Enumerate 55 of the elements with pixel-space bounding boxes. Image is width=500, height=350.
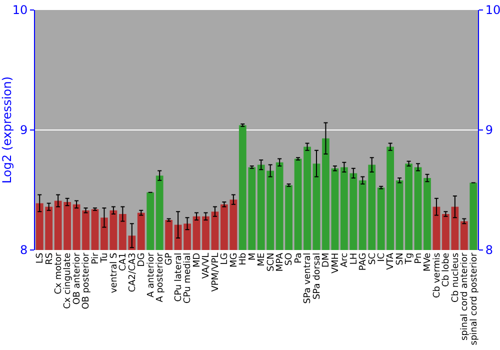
x-tick-label: CPu lateral bbox=[174, 252, 184, 302]
x-tick-label: LH bbox=[349, 252, 360, 265]
x-tick-label: PAG bbox=[358, 252, 369, 271]
y2-tick-label: 10 bbox=[485, 3, 500, 18]
x-tick-label: SCN bbox=[266, 252, 276, 272]
x-tick-label: spinal cord posterior bbox=[469, 252, 480, 346]
x-tick-label: RS bbox=[44, 252, 55, 265]
x-tick-label: VPM/VPL bbox=[210, 252, 221, 292]
x-tick-label: OB posterior bbox=[82, 252, 92, 310]
x-tick-label: A anterior bbox=[146, 252, 156, 298]
x-tick-label: Tu bbox=[100, 252, 110, 264]
x-tick-label: SPa dorsal bbox=[312, 252, 322, 300]
x-tick-label: SC bbox=[368, 252, 378, 265]
x-tick-label: Cx motor bbox=[54, 252, 64, 294]
y-tick-label: 8 bbox=[20, 243, 28, 258]
x-tick-label: MG bbox=[229, 252, 240, 268]
x-tick-label: DM bbox=[322, 252, 332, 268]
y2-tick-label: 9 bbox=[485, 123, 494, 138]
y-axis-title: Log2 (expression) bbox=[0, 76, 14, 184]
x-tick-label: CPu medial bbox=[183, 252, 194, 304]
x-tick-label: ME bbox=[257, 252, 268, 266]
x-tick-label: VA/VL bbox=[202, 252, 212, 279]
x-tick-label: Pn bbox=[414, 252, 424, 264]
x-tick-label: Hb bbox=[238, 252, 249, 266]
x-tick-label: VTA bbox=[386, 252, 396, 270]
x-tick-label: Tg bbox=[404, 252, 415, 266]
x-tick-label: SN bbox=[395, 252, 406, 266]
x-tick-label: IC bbox=[377, 252, 388, 262]
x-tick-label: MPA bbox=[275, 252, 286, 272]
x-tick-label: CA2/CA3 bbox=[128, 252, 138, 292]
x-tick-label: Cb nucleus bbox=[450, 252, 461, 302]
x-tick-label: SPa ventral bbox=[303, 252, 314, 304]
x-tick-label: Arc bbox=[340, 252, 350, 268]
x-tick-label: OB anterior bbox=[72, 252, 82, 305]
x-tick-label: LS bbox=[36, 252, 46, 264]
x-tick-label: spinal cord anterior bbox=[460, 252, 470, 341]
y-tick-label: 10 bbox=[12, 3, 28, 18]
x-tick-label: SO bbox=[284, 252, 295, 266]
x-tick-label: ventral S bbox=[109, 252, 120, 294]
x-tick-label: CA1 bbox=[118, 252, 129, 271]
x-tick-label: GP bbox=[164, 252, 175, 266]
x-tick-label: Cb lobe bbox=[442, 252, 452, 287]
x-tick-label: MD bbox=[192, 252, 202, 268]
x-tick-label: Pir bbox=[90, 252, 101, 264]
x-tick-label: LG bbox=[220, 252, 230, 265]
y2-tick-label: 8 bbox=[485, 243, 494, 258]
x-tick-label: MVe bbox=[423, 252, 434, 272]
x-tick-label: A posterior bbox=[156, 252, 166, 302]
x-tick-label: DG bbox=[137, 252, 148, 267]
y-tick-label: 9 bbox=[20, 123, 28, 138]
x-tick-label: Cx cingulate bbox=[63, 252, 74, 309]
x-tick-label: M bbox=[248, 252, 258, 261]
x-tick-label: Cb vermis bbox=[432, 252, 442, 298]
x-tick-label: VMH bbox=[330, 252, 341, 274]
x-tick-label: Pa bbox=[294, 252, 304, 264]
